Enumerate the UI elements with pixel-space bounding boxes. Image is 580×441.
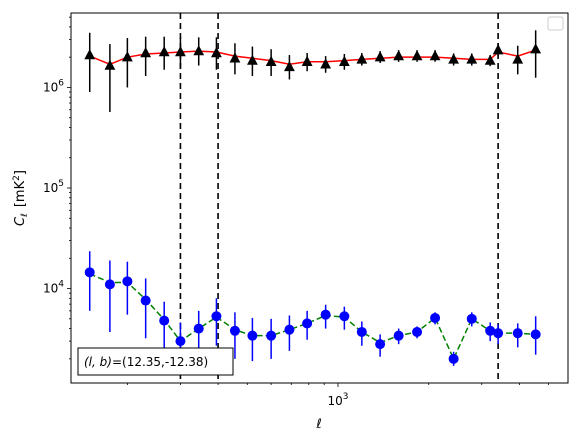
marker-circle-13 bbox=[320, 309, 331, 320]
marker-circle-7 bbox=[211, 311, 222, 322]
marker-circle-19 bbox=[430, 312, 441, 323]
marker-circle-14 bbox=[339, 311, 350, 322]
y-tick-label-0: 104 bbox=[43, 280, 64, 296]
marker-triangle-12 bbox=[301, 55, 313, 66]
marker-triangle-14 bbox=[338, 55, 350, 66]
marker-circle-21 bbox=[466, 313, 477, 324]
y-tick-label-base-1: 10 bbox=[43, 181, 58, 195]
marker-triangle-4 bbox=[158, 46, 170, 57]
marker-circle-24 bbox=[512, 328, 523, 339]
marker-triangle-22 bbox=[484, 54, 496, 65]
y-tick-label-exp-1: 5 bbox=[58, 179, 64, 189]
annotation-prefix: (l, b) bbox=[84, 355, 112, 369]
marker-circle-23 bbox=[493, 328, 504, 339]
annotation-box: (l, b)=(12.35,-12.38) bbox=[77, 347, 234, 376]
marker-circle-8 bbox=[229, 325, 240, 336]
y-axis-label: Cℓ [mK2] bbox=[12, 170, 30, 226]
marker-circle-10 bbox=[266, 330, 277, 341]
x-axis-label: ℓ bbox=[315, 417, 321, 432]
y-tick-label-base-0: 10 bbox=[43, 282, 58, 296]
marker-triangle-17 bbox=[393, 50, 405, 61]
legend-box bbox=[547, 16, 564, 31]
marker-circle-6 bbox=[193, 323, 204, 334]
annotation-value: =(12.35,-12.38) bbox=[112, 355, 208, 369]
marker-circle-18 bbox=[412, 326, 423, 337]
marker-triangle-21 bbox=[466, 53, 478, 64]
x-tick-label-0: 103 bbox=[327, 392, 348, 408]
marker-triangle-18 bbox=[411, 50, 423, 61]
marker-triangle-1 bbox=[104, 59, 116, 70]
marker-triangle-19 bbox=[429, 50, 441, 61]
y-tick-label-exp-2: 6 bbox=[58, 78, 64, 88]
marker-circle-16 bbox=[375, 339, 386, 350]
marker-triangle-20 bbox=[448, 53, 460, 64]
marker-triangle-0 bbox=[84, 49, 96, 60]
y-tick-label-base-2: 10 bbox=[43, 80, 58, 94]
marker-circle-0 bbox=[84, 267, 95, 278]
marker-triangle-5 bbox=[175, 46, 186, 57]
marker-triangle-9 bbox=[247, 54, 258, 65]
marker-triangle-7 bbox=[211, 47, 222, 58]
annotation-frame bbox=[77, 347, 234, 376]
y-axis-label-unit: [mK bbox=[13, 180, 28, 207]
marker-triangle-15 bbox=[356, 53, 368, 64]
marker-triangle-16 bbox=[374, 51, 386, 62]
y-tick-label-2: 106 bbox=[43, 78, 64, 94]
marker-triangle-13 bbox=[320, 58, 332, 69]
marker-circle-3 bbox=[140, 295, 151, 306]
marker-triangle-25 bbox=[530, 43, 542, 54]
marker-circle-11 bbox=[284, 324, 295, 335]
marker-triangle-8 bbox=[229, 52, 241, 63]
marker-circle-1 bbox=[104, 279, 115, 290]
marker-triangle-10 bbox=[265, 55, 277, 66]
marker-group bbox=[84, 43, 542, 364]
marker-triangle-6 bbox=[193, 45, 205, 56]
x-tick-label-base-0: 10 bbox=[327, 394, 342, 408]
marker-circle-17 bbox=[393, 330, 404, 341]
vertical-line-group bbox=[179, 13, 499, 383]
y-axis-label-unit-close: ] bbox=[13, 170, 28, 175]
y-tick-label-exp-0: 4 bbox=[58, 280, 64, 290]
y-tick-label-1: 105 bbox=[43, 179, 64, 195]
marker-circle-22 bbox=[485, 325, 496, 336]
marker-triangle-24 bbox=[512, 53, 524, 64]
marker-circle-12 bbox=[302, 318, 313, 329]
marker-circle-4 bbox=[159, 315, 170, 326]
marker-circle-5 bbox=[175, 336, 186, 347]
marker-circle-2 bbox=[122, 276, 133, 287]
x-tick-label-exp-0: 3 bbox=[343, 392, 349, 402]
marker-triangle-11 bbox=[284, 60, 295, 72]
marker-circle-20 bbox=[448, 353, 459, 364]
y-axis-label-subscript: ℓ bbox=[20, 213, 30, 218]
marker-triangle-23 bbox=[492, 44, 504, 55]
marker-triangle-3 bbox=[140, 47, 152, 58]
annotation-text: (l, b)=(12.35,-12.38) bbox=[84, 355, 208, 369]
marker-circle-25 bbox=[530, 329, 541, 340]
marker-circle-15 bbox=[356, 326, 367, 337]
y-axis-label-unit-superscript: 2 bbox=[12, 175, 22, 181]
y-axis-label-symbol: C bbox=[13, 216, 28, 226]
marker-triangle-2 bbox=[121, 51, 133, 62]
series-line-group bbox=[89, 49, 536, 361]
marker-circle-9 bbox=[247, 330, 258, 341]
